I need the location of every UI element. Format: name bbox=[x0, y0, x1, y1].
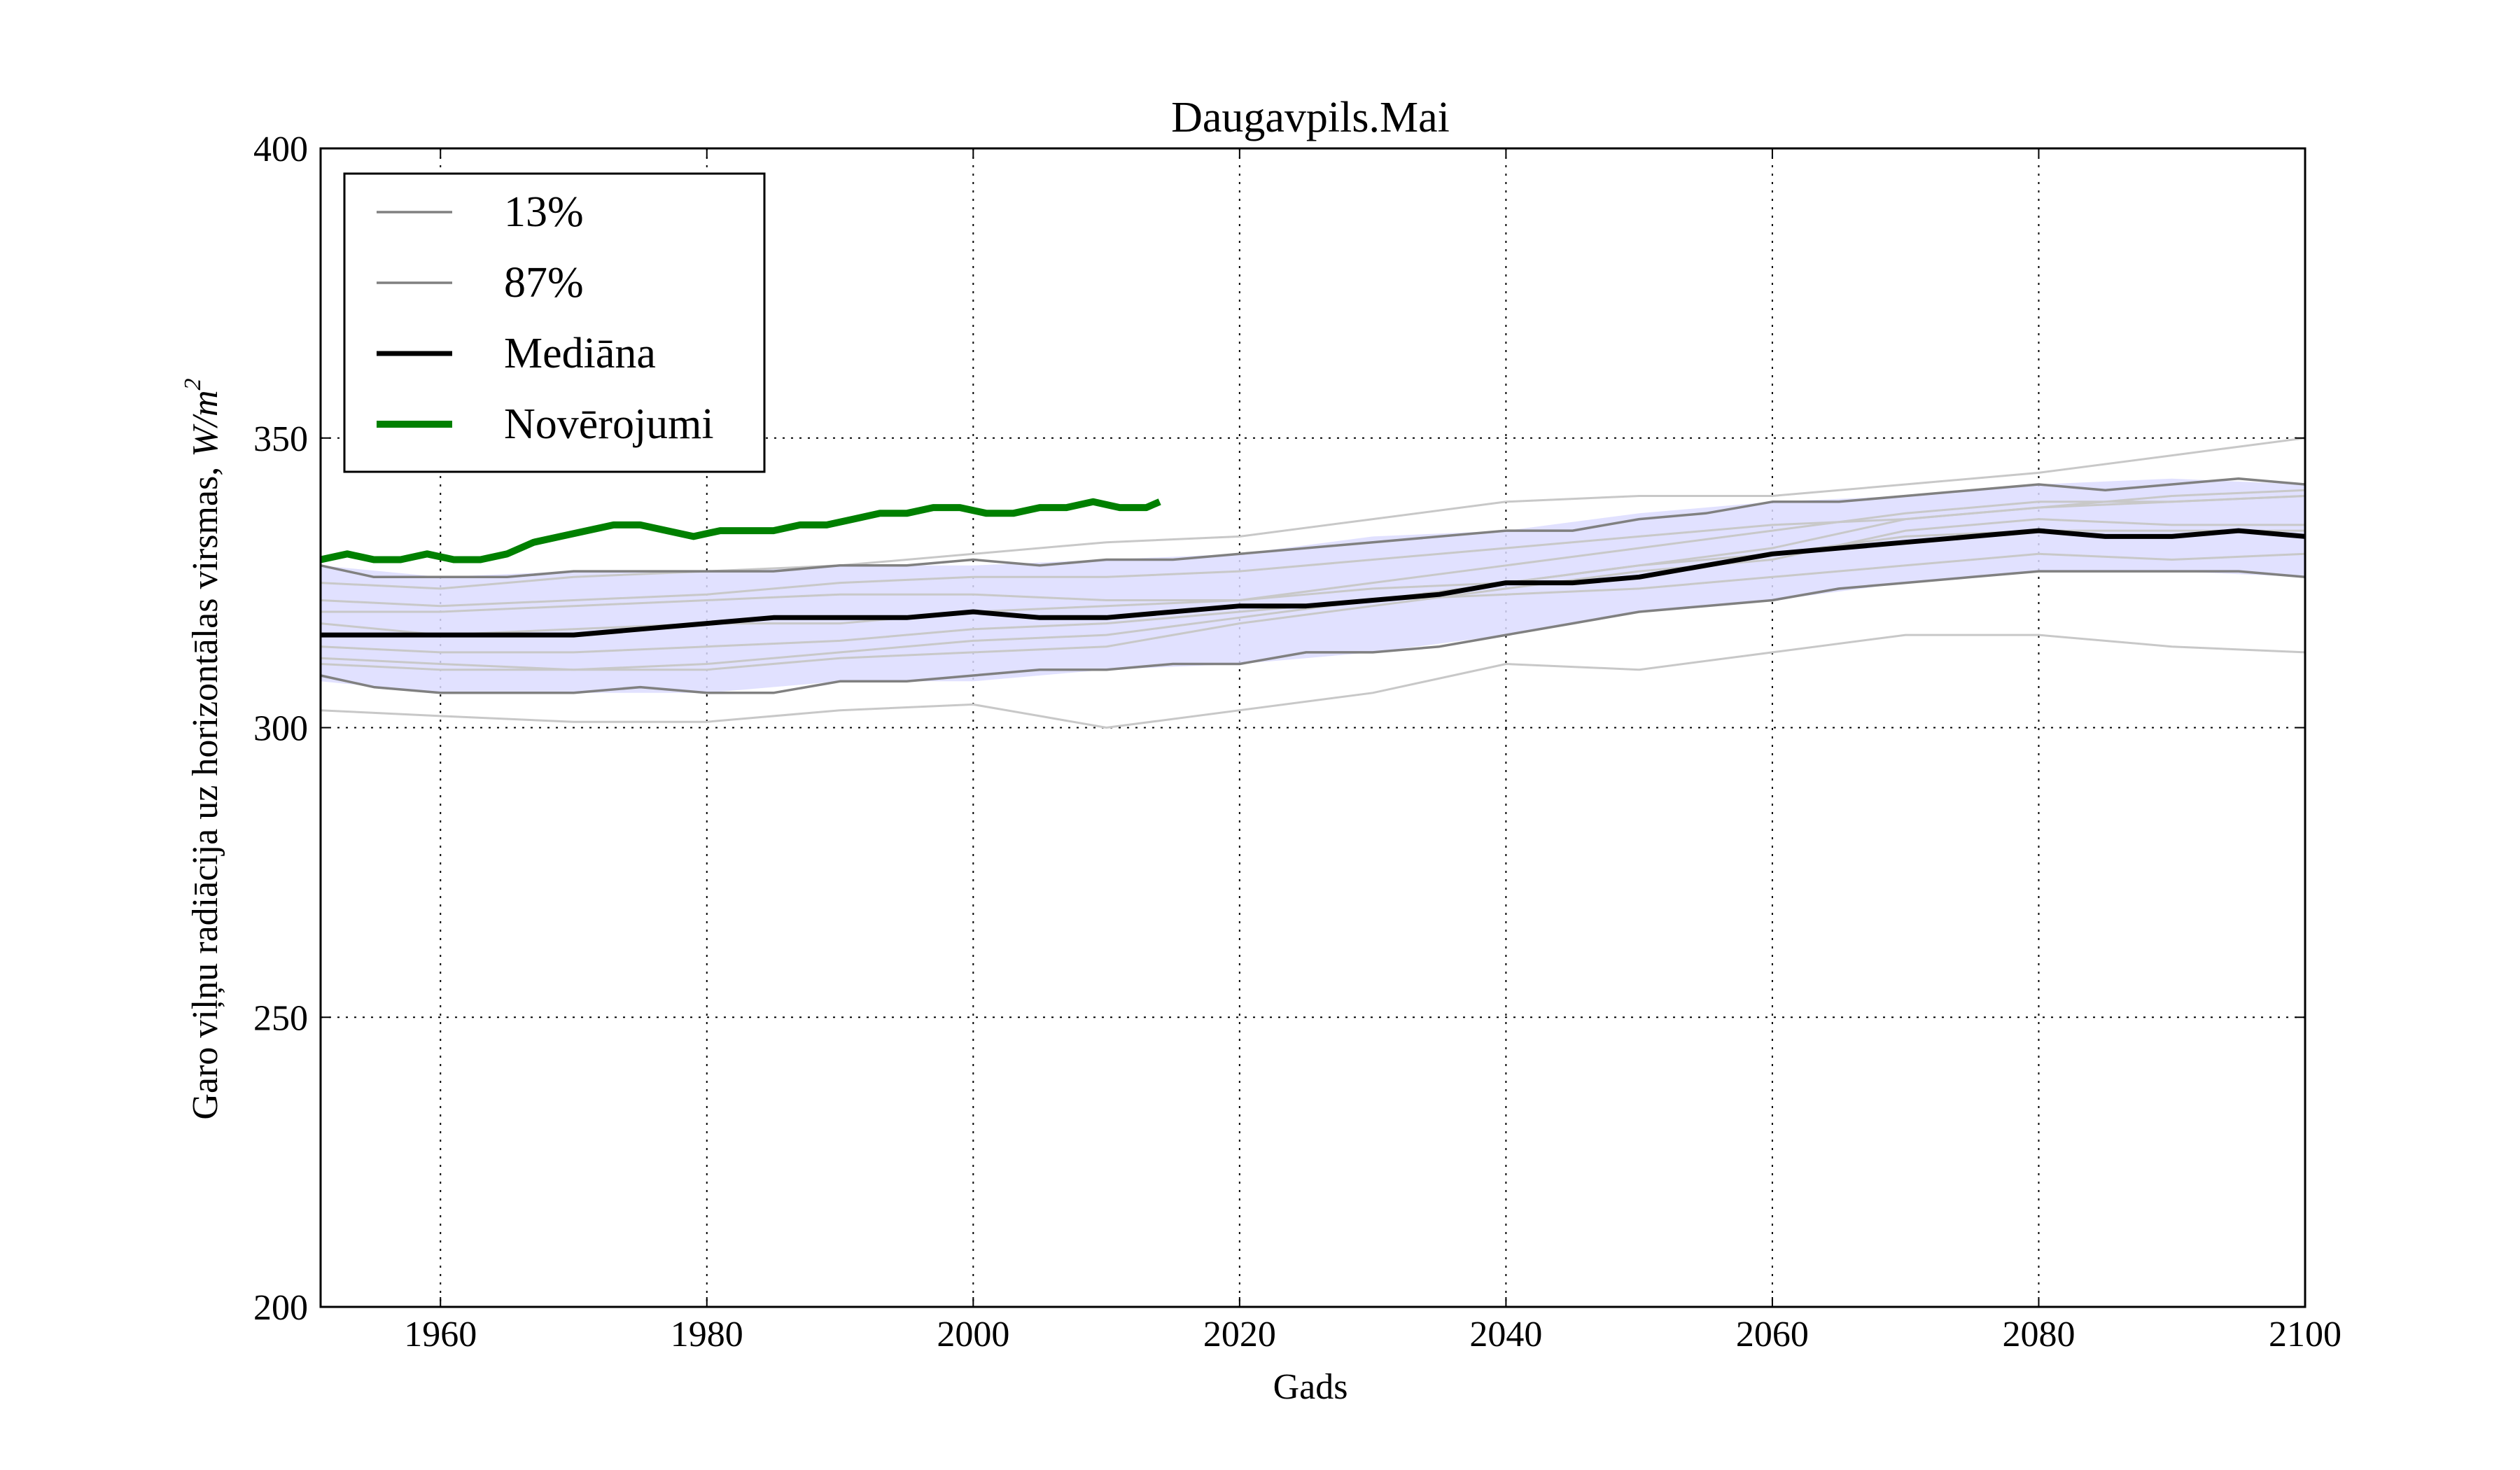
ensemble-member-line bbox=[320, 552, 2306, 671]
y-tick-label: 350 bbox=[253, 419, 308, 459]
series-line-13pct bbox=[320, 570, 2306, 694]
y-axis-label: Garo viļņu radiācija uz horizontālas vir… bbox=[180, 378, 225, 1119]
axis-ticks: 1960 1980 2000 2020 2040 2060 2080 2100 200 250 30… bbox=[253, 130, 2342, 1354]
legend-label: Mediāna bbox=[504, 330, 656, 377]
series-lines bbox=[319, 477, 2306, 694]
percentile-band bbox=[321, 478, 2305, 693]
series-line-87pct bbox=[320, 477, 2306, 579]
x-tick-label: 2080 bbox=[2002, 1315, 2075, 1354]
y-axis-label-unit: W/m bbox=[186, 390, 225, 456]
x-tick-label: 2020 bbox=[1203, 1315, 1276, 1354]
chart-title: Daugavpils.Mai bbox=[1171, 94, 1450, 141]
x-axis-label: Gads bbox=[1273, 1367, 1348, 1407]
ensemble-member-line bbox=[320, 518, 2305, 671]
x-tick-label: 2040 bbox=[1469, 1315, 1542, 1354]
y-tick-label: 250 bbox=[253, 998, 308, 1038]
series-line-median bbox=[321, 528, 2306, 638]
legend-label: Novērojumi bbox=[504, 400, 714, 448]
y-axis-label-unit-exp: 2 bbox=[180, 378, 206, 390]
percentile-band-area bbox=[321, 478, 2305, 693]
y-axis-label-text: Garo viļņu radiācija uz horizontālas vir… bbox=[186, 467, 225, 1120]
y-tick-label: 300 bbox=[253, 709, 308, 749]
y-tick-label: 400 bbox=[253, 130, 308, 169]
x-tick-label: 2060 bbox=[1736, 1315, 1809, 1354]
ensemble-member-line bbox=[320, 489, 2306, 608]
legend-label: 87% bbox=[504, 259, 584, 307]
legend-label: 13% bbox=[504, 188, 584, 236]
x-tick-label: 2000 bbox=[937, 1315, 1009, 1354]
y-tick-label: 200 bbox=[253, 1288, 308, 1328]
x-tick-label: 1960 bbox=[404, 1315, 477, 1354]
legend: 13% 87% Mediāna Novērojumi bbox=[343, 172, 766, 473]
x-tick-label: 1980 bbox=[671, 1315, 743, 1354]
x-tick-label: 2100 bbox=[2269, 1315, 2342, 1354]
ensemble-member-line bbox=[320, 495, 2306, 636]
ensemble-member-line bbox=[320, 634, 2306, 729]
ensemble-member-line bbox=[320, 437, 2306, 590]
series-line-observations bbox=[319, 498, 1161, 564]
